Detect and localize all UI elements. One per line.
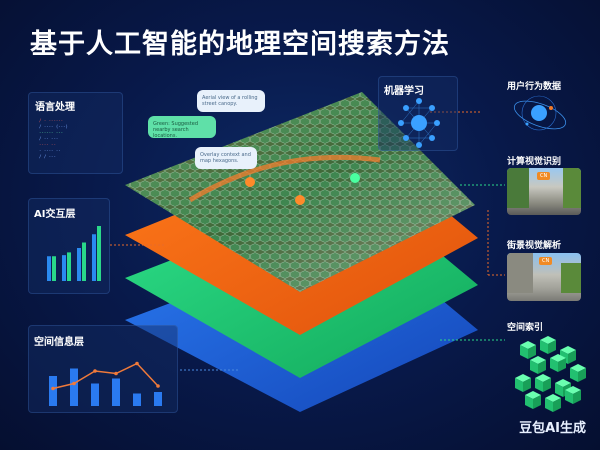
ai-bar bbox=[77, 248, 81, 281]
neural-network-icon bbox=[398, 98, 440, 148]
street-title: 街景视觉解析 bbox=[507, 241, 562, 251]
user-behavior-title: 用户行为数据 bbox=[507, 82, 562, 92]
spatial-point bbox=[156, 384, 160, 388]
cube-right bbox=[533, 395, 541, 409]
ai-bar bbox=[92, 234, 96, 281]
spatial-point bbox=[93, 369, 97, 373]
spatial-info-panel: 空间信息层 bbox=[28, 325, 178, 413]
cube-right bbox=[523, 378, 531, 392]
cube-right bbox=[553, 398, 561, 412]
spatial-bar bbox=[91, 383, 99, 406]
ai-bar bbox=[52, 256, 56, 281]
hex-grid bbox=[125, 92, 475, 292]
nlp-title: 语言处理 bbox=[35, 102, 75, 113]
index-title: 空间索引 bbox=[507, 323, 544, 333]
spatial-point bbox=[51, 386, 55, 391]
cube-left bbox=[530, 360, 538, 374]
cube-right bbox=[558, 358, 566, 372]
cv-tag: CN bbox=[537, 172, 551, 180]
cube-left bbox=[520, 345, 528, 359]
cube-right bbox=[543, 378, 551, 392]
bubble-3: Overlay context and map hexagons. bbox=[195, 147, 257, 169]
ai-layer-title: AI交互层 bbox=[34, 209, 76, 220]
spatial-point bbox=[135, 361, 139, 366]
watermark: 豆包AI生成 bbox=[519, 421, 586, 436]
spatial-line bbox=[52, 362, 159, 390]
cube-left bbox=[565, 390, 573, 404]
street-view-photo: CN bbox=[507, 253, 581, 301]
cv-street-photo: CN bbox=[507, 168, 581, 215]
cube-left bbox=[570, 368, 578, 382]
ml-panel: 机器学习 bbox=[378, 76, 458, 151]
cube-right bbox=[568, 350, 576, 364]
bubble-1: Aerial view of a rolling street canopy. bbox=[197, 90, 265, 112]
spatial-bar bbox=[112, 378, 120, 406]
code-snippet: / - ------ / ---- (---) ------ --- / -- --… bbox=[39, 118, 68, 159]
cube-left bbox=[535, 378, 543, 392]
bubble-2: Green: Suggested nearby search locations… bbox=[148, 116, 216, 139]
spatial-bar bbox=[154, 392, 162, 406]
street-tag: CN bbox=[539, 257, 553, 265]
cv-title: 计算视觉识别 bbox=[507, 157, 562, 167]
ai-bar bbox=[82, 242, 86, 281]
cube-right bbox=[538, 360, 546, 374]
ai-bar-chart bbox=[47, 226, 101, 281]
cube-left bbox=[540, 340, 548, 354]
cube-right bbox=[548, 340, 556, 354]
spatial-bar bbox=[70, 368, 78, 406]
cube-left bbox=[545, 398, 553, 412]
ai-bar bbox=[62, 255, 66, 281]
cube-right bbox=[528, 345, 536, 359]
cube-left bbox=[515, 378, 523, 392]
ai-bar bbox=[97, 226, 101, 281]
spatial-bar bbox=[49, 376, 57, 406]
spatial-bar bbox=[133, 393, 141, 406]
cube-right bbox=[578, 368, 586, 382]
cube-left bbox=[525, 395, 533, 409]
spatial-info-title: 空间信息层 bbox=[34, 337, 84, 348]
cube-left bbox=[555, 383, 563, 397]
spatial-point bbox=[114, 371, 118, 376]
spatial-combo-chart bbox=[49, 361, 162, 406]
ai-bar bbox=[67, 252, 71, 281]
ai-layer-panel: AI交互层 bbox=[28, 198, 110, 294]
cube-left bbox=[550, 358, 558, 372]
spatial-point bbox=[72, 381, 76, 386]
ml-title: 机器学习 bbox=[384, 86, 424, 97]
cube-right bbox=[573, 390, 581, 404]
page-title: 基于人工智能的地理空间搜索方法 bbox=[30, 29, 450, 60]
nlp-panel: 语言处理 / - ------ / ---- (---) ------ --- / … bbox=[28, 92, 123, 174]
ai-bar bbox=[47, 256, 51, 281]
